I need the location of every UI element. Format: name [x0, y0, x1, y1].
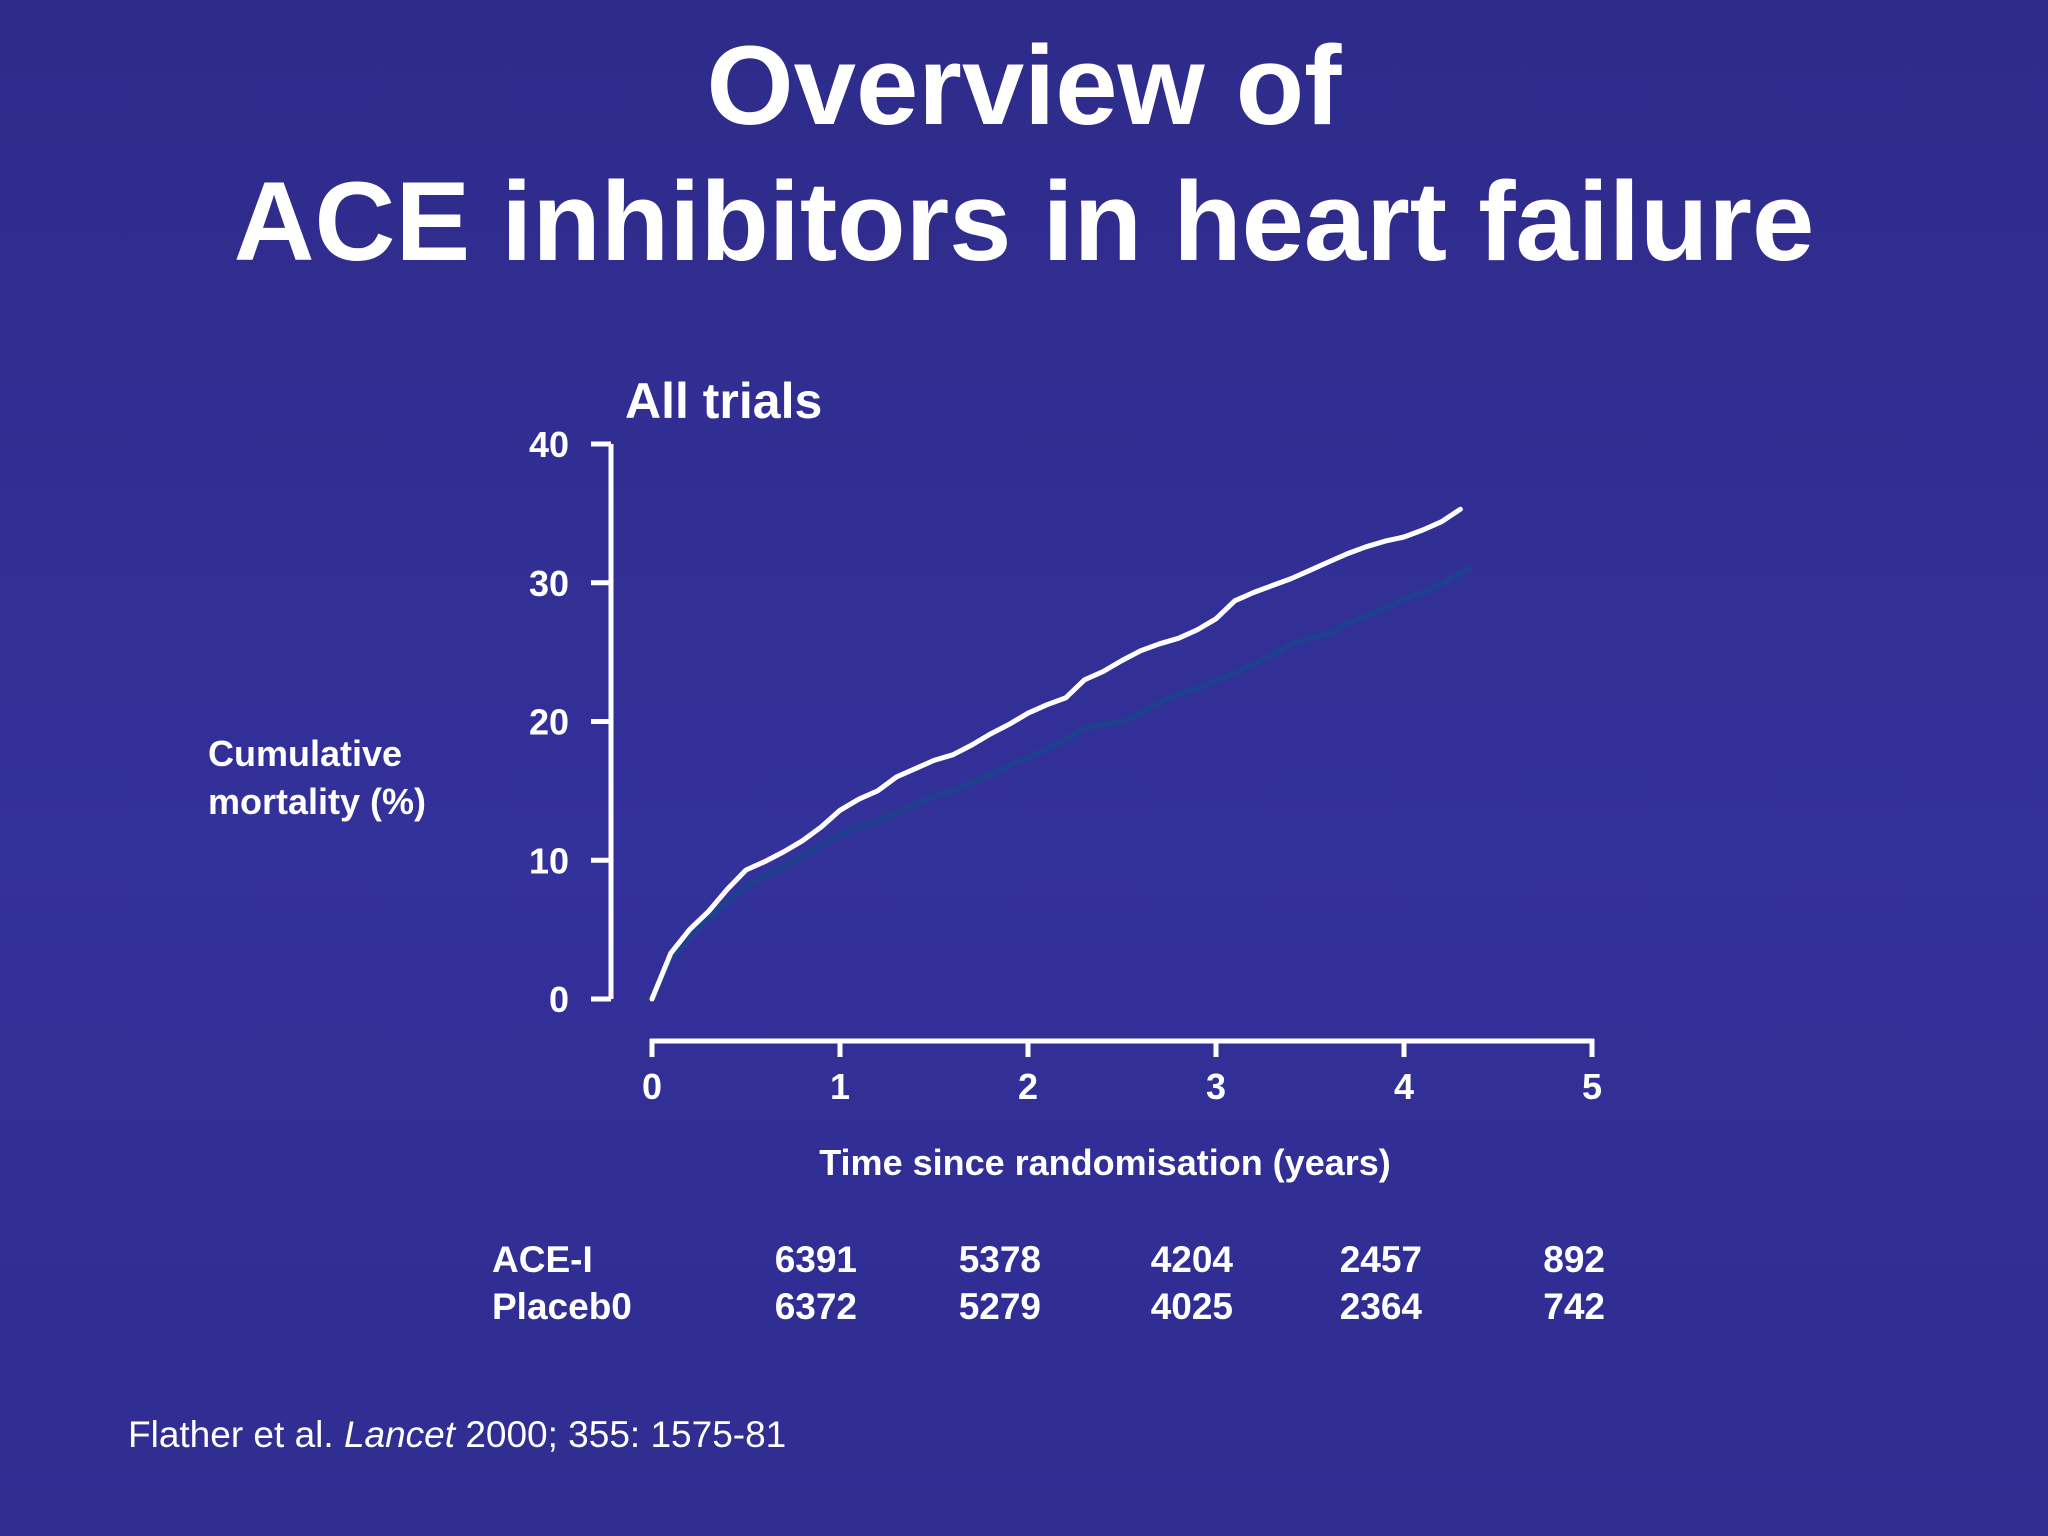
chart-title: All trials [625, 373, 822, 429]
citation-journal: Lancet [343, 1414, 456, 1455]
y-tick-label: 20 [529, 702, 569, 743]
title-line-2: ACE inhibitors in heart failure [233, 159, 1815, 284]
citation-details: 2000; 355: 1575-81 [465, 1414, 787, 1455]
x-tick-label: 0 [642, 1066, 662, 1107]
y-tick-label: 30 [529, 563, 569, 604]
x-tick-label: 2 [1018, 1066, 1038, 1107]
y-axis-label-line-2: mortality (%) [208, 781, 426, 822]
y-axis-label-line-1: Cumulative [208, 733, 402, 774]
x-tick-label: 5 [1582, 1066, 1602, 1107]
citation-authors: Flather et al. [128, 1414, 334, 1455]
y-tick-label: 40 [529, 424, 569, 465]
y-axis: 0 10 20 30 40 [529, 424, 614, 1020]
x-axis-label: Time since randomisation (years) [819, 1142, 1391, 1183]
x-tick-label: 4 [1394, 1066, 1414, 1107]
series-line-2 [649, 565, 1473, 1002]
x-tick-label: 1 [830, 1066, 850, 1107]
title-line-1: Overview of [706, 23, 1342, 148]
x-axis: 0 1 2 3 4 5 [642, 1038, 1602, 1107]
y-axis-label: Cumulative mortality (%) [208, 733, 426, 822]
series-layer [649, 506, 1473, 1002]
slide-title: Overview of ACE inhibitors in heart fail… [0, 18, 2048, 290]
series-line-1 [649, 506, 1463, 1002]
citation: Flather et al. Lancet 2000; 355: 1575-81 [128, 1412, 786, 1458]
x-tick-label: 3 [1206, 1066, 1226, 1107]
y-tick-label: 10 [529, 840, 569, 881]
y-tick-label: 0 [549, 979, 569, 1020]
